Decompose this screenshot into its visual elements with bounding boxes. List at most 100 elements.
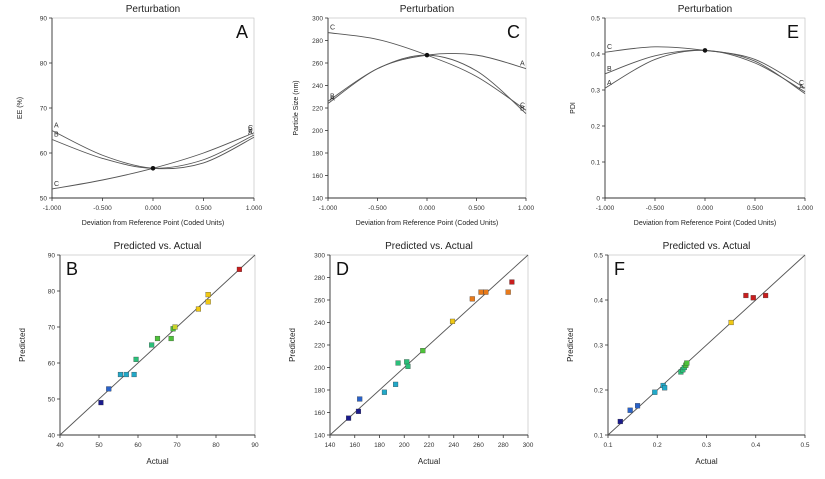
data-point — [131, 371, 137, 378]
data-point — [505, 289, 511, 295]
y-tick-label: 40 — [48, 432, 56, 439]
y-tick-label: 60 — [40, 150, 48, 157]
data-point — [483, 289, 489, 295]
x-tick-label: -0.500 — [368, 205, 387, 212]
x-tick-label: -1.000 — [43, 205, 62, 212]
y-tick-label: 200 — [312, 128, 323, 135]
x-tick-label: 0.1 — [603, 442, 612, 449]
x-tick-label: 1.000 — [797, 205, 814, 212]
y-tick-label: 140 — [312, 195, 323, 202]
curve-end-label: A — [607, 80, 612, 87]
curve-c — [51, 132, 255, 190]
curve-end-label: A — [799, 84, 804, 91]
y-tick-label: 140 — [314, 432, 325, 439]
data-point — [449, 318, 456, 324]
y-tick-label: 0.5 — [594, 252, 603, 259]
x-tick-label: 300 — [523, 442, 534, 449]
curve-b — [51, 134, 255, 169]
y-tick-label: 260 — [312, 60, 323, 67]
data-point — [617, 418, 623, 425]
panel-c: Perturbation -1.000 -0.500 0.000 0.500 1.000 1… — [293, 4, 535, 227]
curve-a — [327, 52, 527, 104]
x-tick-label: 1.000 — [246, 205, 263, 212]
curve-end-label: B — [248, 127, 253, 134]
panel-letter: A — [236, 22, 248, 42]
data-point — [404, 359, 410, 365]
curve-end-label: C — [607, 44, 612, 51]
y-tick-label: 0.1 — [591, 159, 600, 166]
x-tick-label: -0.500 — [93, 205, 112, 212]
panel-letter: B — [66, 259, 78, 279]
curve-end-label: B — [330, 93, 335, 100]
curve-end-label: C — [248, 125, 253, 132]
x-axis-label: Deviation from Reference Point (Coded Un… — [82, 220, 224, 227]
data-point — [393, 381, 399, 387]
x-tick-label: 220 — [424, 442, 435, 449]
x-tick-label: 200 — [399, 442, 410, 449]
chart-title: Perturbation — [126, 4, 180, 15]
data-point — [357, 396, 363, 402]
chart-title: Predicted vs. Actual — [663, 241, 751, 252]
data-point — [236, 266, 242, 272]
curve-end-label: A — [520, 61, 525, 68]
y-axis-label: Predicted — [566, 328, 575, 362]
x-axis-label: Deviation from Reference Point (Coded Un… — [356, 220, 498, 227]
y-tick-label: 0.3 — [591, 87, 600, 94]
data-point — [172, 324, 178, 330]
y-tick-label: 280 — [314, 275, 325, 282]
x-tick-label: -1.000 — [596, 205, 615, 212]
x-tick-label: -1.000 — [319, 205, 338, 212]
curve-end-label: C — [520, 102, 525, 109]
panel-letter: D — [336, 259, 349, 279]
curve-c — [604, 46, 806, 89]
reference-point — [424, 52, 430, 58]
x-axis-label: Actual — [695, 457, 717, 466]
y-tick-label: 0.1 — [594, 432, 603, 439]
curve-end-label: B — [520, 106, 525, 113]
x-tick-label: 70 — [173, 442, 181, 449]
x-tick-label: 280 — [498, 442, 509, 449]
data-point — [420, 348, 426, 354]
data-point — [750, 295, 756, 301]
y-tick-label: 280 — [312, 38, 323, 45]
curve-end-label: C — [330, 25, 335, 32]
curve-end-label: B — [607, 66, 612, 73]
data-point — [405, 363, 411, 369]
y-tick-label: 260 — [314, 297, 325, 304]
curve-end-label: A — [54, 123, 59, 130]
y-axis-label: EE (%) — [17, 97, 24, 119]
x-tick-label: 0.000 — [697, 205, 714, 212]
panel-b: Predicted vs. Actual 40 50 60 70 80 90 40 50 60 70… — [18, 241, 259, 466]
x-tick-label: 0.000 — [145, 205, 162, 212]
fit-line — [329, 254, 529, 436]
panel-letter: E — [787, 22, 799, 42]
data-point — [469, 296, 475, 302]
x-tick-label: 0.000 — [419, 205, 436, 212]
y-tick-label: 90 — [40, 15, 48, 22]
x-tick-label: 240 — [448, 442, 459, 449]
x-tick-label: 60 — [134, 442, 142, 449]
curve-end-label: A — [248, 129, 253, 136]
panel-e: Perturbation -1.000 -0.500 0.000 0.500 1.000 0… — [570, 4, 814, 227]
data-point — [154, 335, 161, 342]
data-point — [346, 415, 352, 421]
panel-a: Perturbation -1.000 -0.500 0.000 0.500 1.000 5… — [17, 4, 263, 227]
x-tick-label: 180 — [374, 442, 385, 449]
y-tick-label: 0.2 — [594, 387, 603, 394]
x-tick-label: 0.500 — [195, 205, 212, 212]
y-tick-label: 70 — [40, 105, 48, 112]
data-point — [684, 360, 690, 366]
data-point — [627, 407, 633, 413]
y-axis-label: Predicted — [288, 328, 297, 362]
x-axis-label: Actual — [146, 457, 168, 466]
x-tick-label: 0.500 — [747, 205, 764, 212]
data-point — [381, 389, 387, 395]
curve-b — [604, 49, 806, 94]
y-tick-label: 0.5 — [591, 15, 600, 22]
reference-point — [702, 48, 708, 53]
y-tick-label: 80 — [48, 288, 56, 295]
y-tick-label: 300 — [314, 252, 325, 259]
chart-title: Predicted vs. Actual — [114, 241, 202, 252]
y-tick-label: 0.4 — [591, 51, 600, 58]
curve-c — [327, 32, 527, 111]
